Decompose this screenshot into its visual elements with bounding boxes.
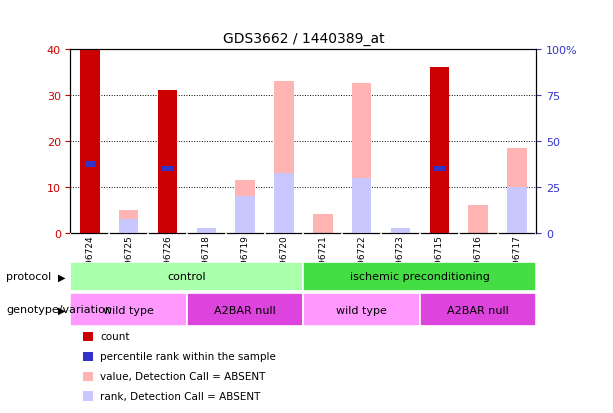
Text: A2BAR null: A2BAR null bbox=[447, 305, 509, 315]
Bar bbox=[303, 293, 420, 326]
Bar bbox=[303, 262, 536, 291]
Bar bbox=[420, 293, 536, 326]
Bar bbox=[434, 166, 444, 172]
Bar bbox=[275, 173, 294, 233]
Text: A2BAR null: A2BAR null bbox=[215, 305, 276, 315]
Bar bbox=[70, 262, 303, 291]
Text: rank, Detection Call = ABSENT: rank, Detection Call = ABSENT bbox=[100, 391, 261, 401]
Text: GSM496722: GSM496722 bbox=[357, 235, 366, 289]
Bar bbox=[235, 197, 255, 233]
Bar bbox=[119, 210, 139, 233]
Bar bbox=[119, 220, 139, 233]
Text: GSM496720: GSM496720 bbox=[280, 235, 289, 289]
Text: GSM496717: GSM496717 bbox=[512, 235, 522, 290]
Bar bbox=[80, 50, 99, 233]
Bar bbox=[391, 229, 410, 233]
Text: GSM496723: GSM496723 bbox=[396, 235, 405, 289]
Text: GSM496724: GSM496724 bbox=[85, 235, 94, 289]
Text: GSM496726: GSM496726 bbox=[163, 235, 172, 289]
Text: GSM496719: GSM496719 bbox=[241, 235, 249, 290]
Text: percentile rank within the sample: percentile rank within the sample bbox=[100, 351, 276, 361]
Bar bbox=[352, 178, 371, 233]
Text: GSM496715: GSM496715 bbox=[435, 235, 444, 290]
Bar bbox=[162, 166, 173, 172]
Text: control: control bbox=[167, 272, 207, 282]
Bar bbox=[275, 82, 294, 233]
Text: ischemic preconditioning: ischemic preconditioning bbox=[350, 272, 490, 282]
Text: GSM496725: GSM496725 bbox=[124, 235, 133, 289]
Bar bbox=[158, 91, 177, 233]
Bar bbox=[468, 206, 488, 233]
Bar bbox=[507, 188, 527, 233]
Text: GSM496716: GSM496716 bbox=[474, 235, 482, 290]
Text: protocol: protocol bbox=[6, 272, 51, 282]
Bar bbox=[70, 293, 187, 326]
Text: ▶: ▶ bbox=[58, 305, 66, 315]
Bar bbox=[391, 229, 410, 233]
Text: wild type: wild type bbox=[104, 305, 154, 315]
Bar bbox=[507, 148, 527, 233]
Bar bbox=[430, 68, 449, 233]
Title: GDS3662 / 1440389_at: GDS3662 / 1440389_at bbox=[223, 32, 384, 46]
Bar bbox=[313, 215, 333, 233]
Bar bbox=[352, 84, 371, 233]
Bar bbox=[197, 229, 216, 233]
Text: ▶: ▶ bbox=[58, 272, 66, 282]
Bar bbox=[197, 229, 216, 233]
Bar bbox=[235, 180, 255, 233]
Text: wild type: wild type bbox=[337, 305, 387, 315]
Bar bbox=[85, 161, 95, 167]
Text: value, Detection Call = ABSENT: value, Detection Call = ABSENT bbox=[100, 371, 265, 381]
Text: count: count bbox=[100, 332, 129, 342]
Text: genotype/variation: genotype/variation bbox=[6, 305, 112, 315]
Text: GSM496721: GSM496721 bbox=[318, 235, 327, 289]
Text: GSM496718: GSM496718 bbox=[202, 235, 211, 290]
Bar bbox=[187, 293, 303, 326]
